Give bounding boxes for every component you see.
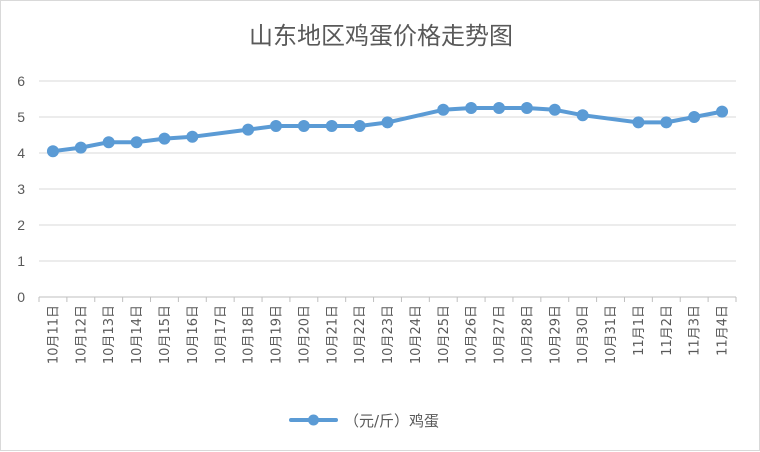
y-tick-label: 1 bbox=[17, 253, 25, 269]
data-point bbox=[74, 141, 87, 154]
x-tick-label: 10月17日 bbox=[214, 305, 229, 364]
x-tick-label: 11月2日 bbox=[660, 305, 675, 356]
data-point bbox=[437, 103, 450, 116]
legend: （元/斤）鸡蛋 bbox=[289, 412, 439, 430]
x-tick-label: 10月22日 bbox=[353, 305, 368, 364]
data-point bbox=[102, 136, 115, 149]
y-tick-label: 2 bbox=[17, 217, 25, 233]
data-point bbox=[381, 116, 394, 129]
y-tick-label: 6 bbox=[17, 73, 25, 89]
x-axis: 10月11日 10月12日 10月13日 10月14日 10月15日 10月16日 10月1… bbox=[38, 296, 737, 364]
x-tick-label: 10月14日 bbox=[130, 305, 145, 364]
data-point bbox=[520, 102, 533, 114]
chart-title: 山东地区鸡蛋价格走势图 bbox=[249, 22, 513, 50]
x-tick-label: 10月12日 bbox=[74, 305, 89, 364]
series-line bbox=[50, 106, 725, 154]
x-tick-label: 10月19日 bbox=[270, 305, 285, 364]
x-tick-label: 10月20日 bbox=[297, 305, 312, 364]
data-point bbox=[297, 120, 310, 132]
legend-label: （元/斤）鸡蛋 bbox=[344, 412, 439, 430]
y-tick-label: 0 bbox=[17, 289, 25, 305]
x-tick-label: 11月4日 bbox=[716, 305, 731, 356]
data-point bbox=[576, 109, 589, 122]
x-tick-label: 10月23日 bbox=[381, 305, 396, 364]
data-point bbox=[325, 120, 338, 132]
x-tick-label: 10月28日 bbox=[520, 305, 535, 364]
gridlines bbox=[39, 80, 736, 262]
x-tick-label: 11月3日 bbox=[688, 305, 703, 356]
x-tick-label: 11月1日 bbox=[632, 305, 647, 356]
y-tick-label: 3 bbox=[17, 181, 25, 197]
x-tick-label: 10月16日 bbox=[186, 305, 201, 364]
x-tick-label: 10月29日 bbox=[548, 305, 563, 364]
x-tick-label: 10月21日 bbox=[325, 305, 340, 364]
x-tick-label: 10月13日 bbox=[102, 305, 117, 364]
y-tick-label: 4 bbox=[17, 145, 25, 161]
data-point bbox=[632, 116, 645, 129]
data-point bbox=[269, 120, 282, 132]
x-tick-label: 10月24日 bbox=[409, 305, 424, 364]
x-tick-label: 10月25日 bbox=[437, 305, 452, 364]
data-point bbox=[46, 145, 59, 158]
data-point bbox=[548, 103, 561, 116]
data-point bbox=[660, 116, 673, 129]
y-tick-label: 5 bbox=[17, 109, 25, 125]
y-axis-ticks: 0 1 2 3 4 5 6 bbox=[17, 73, 25, 305]
series-egg-price bbox=[46, 102, 729, 158]
data-point bbox=[688, 111, 701, 123]
data-point bbox=[465, 102, 478, 114]
data-point bbox=[186, 130, 199, 143]
data-point bbox=[493, 102, 506, 114]
data-point bbox=[353, 120, 366, 132]
data-point bbox=[158, 132, 171, 145]
x-tick-label: 10月11日 bbox=[46, 305, 61, 364]
x-tick-label: 10月30日 bbox=[576, 305, 591, 364]
data-point bbox=[242, 123, 255, 136]
x-tick-label: 10月27日 bbox=[493, 305, 508, 364]
data-point bbox=[130, 136, 143, 149]
data-point bbox=[716, 105, 729, 118]
x-tick-label: 10月31日 bbox=[604, 305, 619, 364]
legend-point-marker bbox=[308, 414, 319, 426]
x-tick-label: 10月18日 bbox=[242, 305, 257, 364]
x-tick-label: 10月26日 bbox=[465, 305, 480, 364]
x-tick-label: 10月15日 bbox=[158, 305, 173, 364]
